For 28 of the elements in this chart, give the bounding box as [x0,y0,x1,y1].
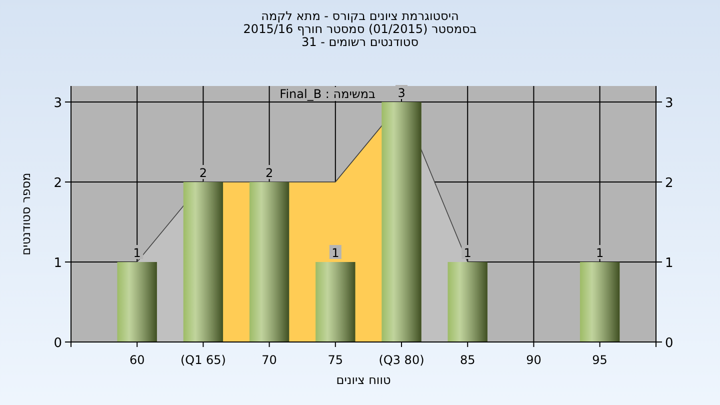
x-tick-label: 95 [592,353,608,367]
data-label: 1 [332,246,340,260]
data-label: 3 [398,86,406,100]
y2-tick-label: 2 [665,176,674,191]
x-tick-label: 90 [526,353,542,367]
y-tick-label: 2 [54,176,62,191]
x-tick-label: 70 [262,353,277,367]
data-label: 2 [265,166,274,180]
chart-title: היסטוגרמת ציונים בקורס - מתא לקמה [261,9,459,23]
data-label: 2 [199,166,208,180]
x-tick-label: 75 [328,353,344,367]
x-tick-label: (Q1 65) [180,353,226,367]
data-label: 1 [133,246,141,260]
annotation: במשימה : Final_B [280,87,376,101]
y-tick-label: 3 [54,96,62,111]
y-axis-title: מספר סטודנטים [19,172,33,256]
data-label: 1 [596,246,604,260]
x-tick-label: 85 [460,353,476,367]
y2-tick-label: 1 [665,256,674,271]
y-tick-label: 0 [54,336,62,351]
data-label: 1 [464,246,472,260]
y2-tick-label: 0 [665,336,674,351]
y-tick-label: 1 [54,256,62,271]
chart-subtitle: בסמסטר (01/2015) סמסטר חורף 2015/16 סטודנטים רשומים - 31 [243,22,477,49]
x-tick-label: 60 [129,353,145,367]
x-axis-title: טווח ציונים [336,373,391,387]
y2-tick-label: 3 [665,96,674,111]
x-tick-label: (Q3 80) [378,353,424,367]
